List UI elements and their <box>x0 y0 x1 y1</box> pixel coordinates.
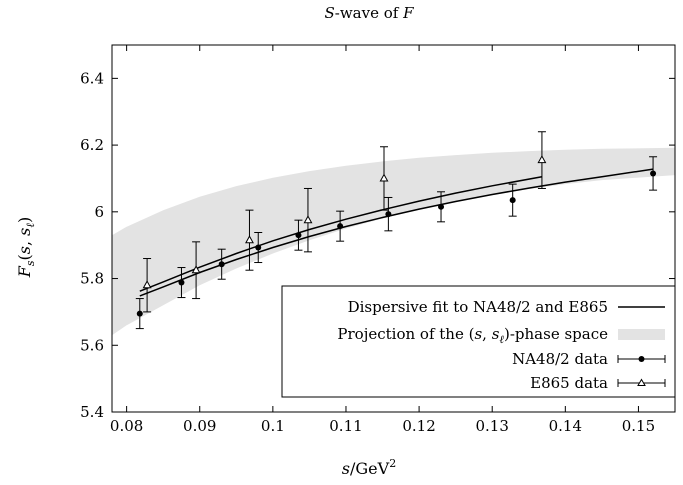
na48-point <box>217 248 226 280</box>
e865-marker <box>303 215 313 224</box>
x-tick-label: 0.12 <box>402 417 435 435</box>
na48-point <box>336 210 345 242</box>
fit-curve-layer <box>139 168 654 297</box>
e865-point <box>142 258 152 313</box>
chart-title-italic: S <box>324 4 334 22</box>
na48-marker <box>295 232 302 239</box>
na48-marker <box>136 310 143 317</box>
na48-marker <box>337 223 344 230</box>
x-tick-label: 0.08 <box>110 417 143 435</box>
na48-marker <box>385 211 392 218</box>
e865-point <box>303 187 313 253</box>
x-tick-label: 0.15 <box>622 417 655 435</box>
ticks-layer: 0.08 0.09 0.1 0.11 0.12 0.13 0.14 0.15 5.4 5.6 5.8… <box>80 45 675 435</box>
x-tick-label: 0.1 <box>261 417 285 435</box>
e865-point <box>245 209 254 271</box>
legend-label-band: Projection of the (s, sℓ)-phase space <box>337 325 608 346</box>
na48-point <box>508 183 517 217</box>
na48-marker <box>438 203 445 210</box>
data-points-layer <box>135 131 658 330</box>
plot-frame <box>111 44 676 413</box>
na48-point <box>177 267 186 299</box>
legend-swatch-na48 <box>617 355 666 363</box>
na48-point <box>294 219 303 251</box>
e865-marker <box>379 173 389 182</box>
na48-marker <box>178 279 185 286</box>
legend-swatch-e865 <box>617 378 666 387</box>
e865-marker <box>142 280 152 289</box>
e865-point <box>379 146 389 211</box>
legend: Dispersive fit to NA48/2 and E865 Projec… <box>281 285 676 398</box>
x-tick-label: 0.13 <box>476 417 509 435</box>
na48-point <box>135 298 144 330</box>
y-tick-label: 6.4 <box>80 69 104 87</box>
x-tick-label: 0.14 <box>549 417 582 435</box>
y-tick-label: 6 <box>94 203 104 221</box>
e865-marker <box>537 155 547 164</box>
na48-point <box>437 191 446 223</box>
e865-marker <box>245 235 254 244</box>
x-tick-label: 0.09 <box>183 417 216 435</box>
na48-marker <box>650 170 657 177</box>
na48-point <box>649 156 658 191</box>
na48-marker <box>509 197 516 204</box>
na48-point <box>384 196 393 232</box>
fit-curve-2 <box>139 176 543 292</box>
na48-point <box>254 232 263 264</box>
chart-title-text: -wave of <box>335 4 403 22</box>
chart-title-italic2: F <box>402 4 414 22</box>
na48-marker <box>218 261 225 268</box>
legend-label-e865: E865 data <box>530 374 608 392</box>
na48-marker <box>255 244 262 251</box>
x-tick-label: 0.11 <box>329 417 362 435</box>
y-tick-label: 6.2 <box>80 136 104 154</box>
e865-marker <box>191 265 201 274</box>
y-tick-label: 5.8 <box>80 270 104 288</box>
x-axis-label: s/GeV2 <box>342 457 396 478</box>
fit-curve-1 <box>139 168 654 297</box>
phase-space-band <box>112 147 675 336</box>
e865-point <box>537 131 547 189</box>
y-tick-label: 5.4 <box>80 403 104 421</box>
legend-label-na48: NA48/2 data <box>512 350 608 368</box>
chart-title: S-wave of F <box>324 4 414 22</box>
e865-point <box>191 241 201 300</box>
legend-swatch-band <box>618 329 665 340</box>
y-axis-label: Fs(s, sℓ) <box>15 217 37 278</box>
phase-space-band-layer <box>112 147 675 336</box>
legend-box <box>281 285 676 398</box>
legend-label-fit: Dispersive fit to NA48/2 and E865 <box>348 298 608 316</box>
y-tick-label: 5.6 <box>80 336 104 354</box>
